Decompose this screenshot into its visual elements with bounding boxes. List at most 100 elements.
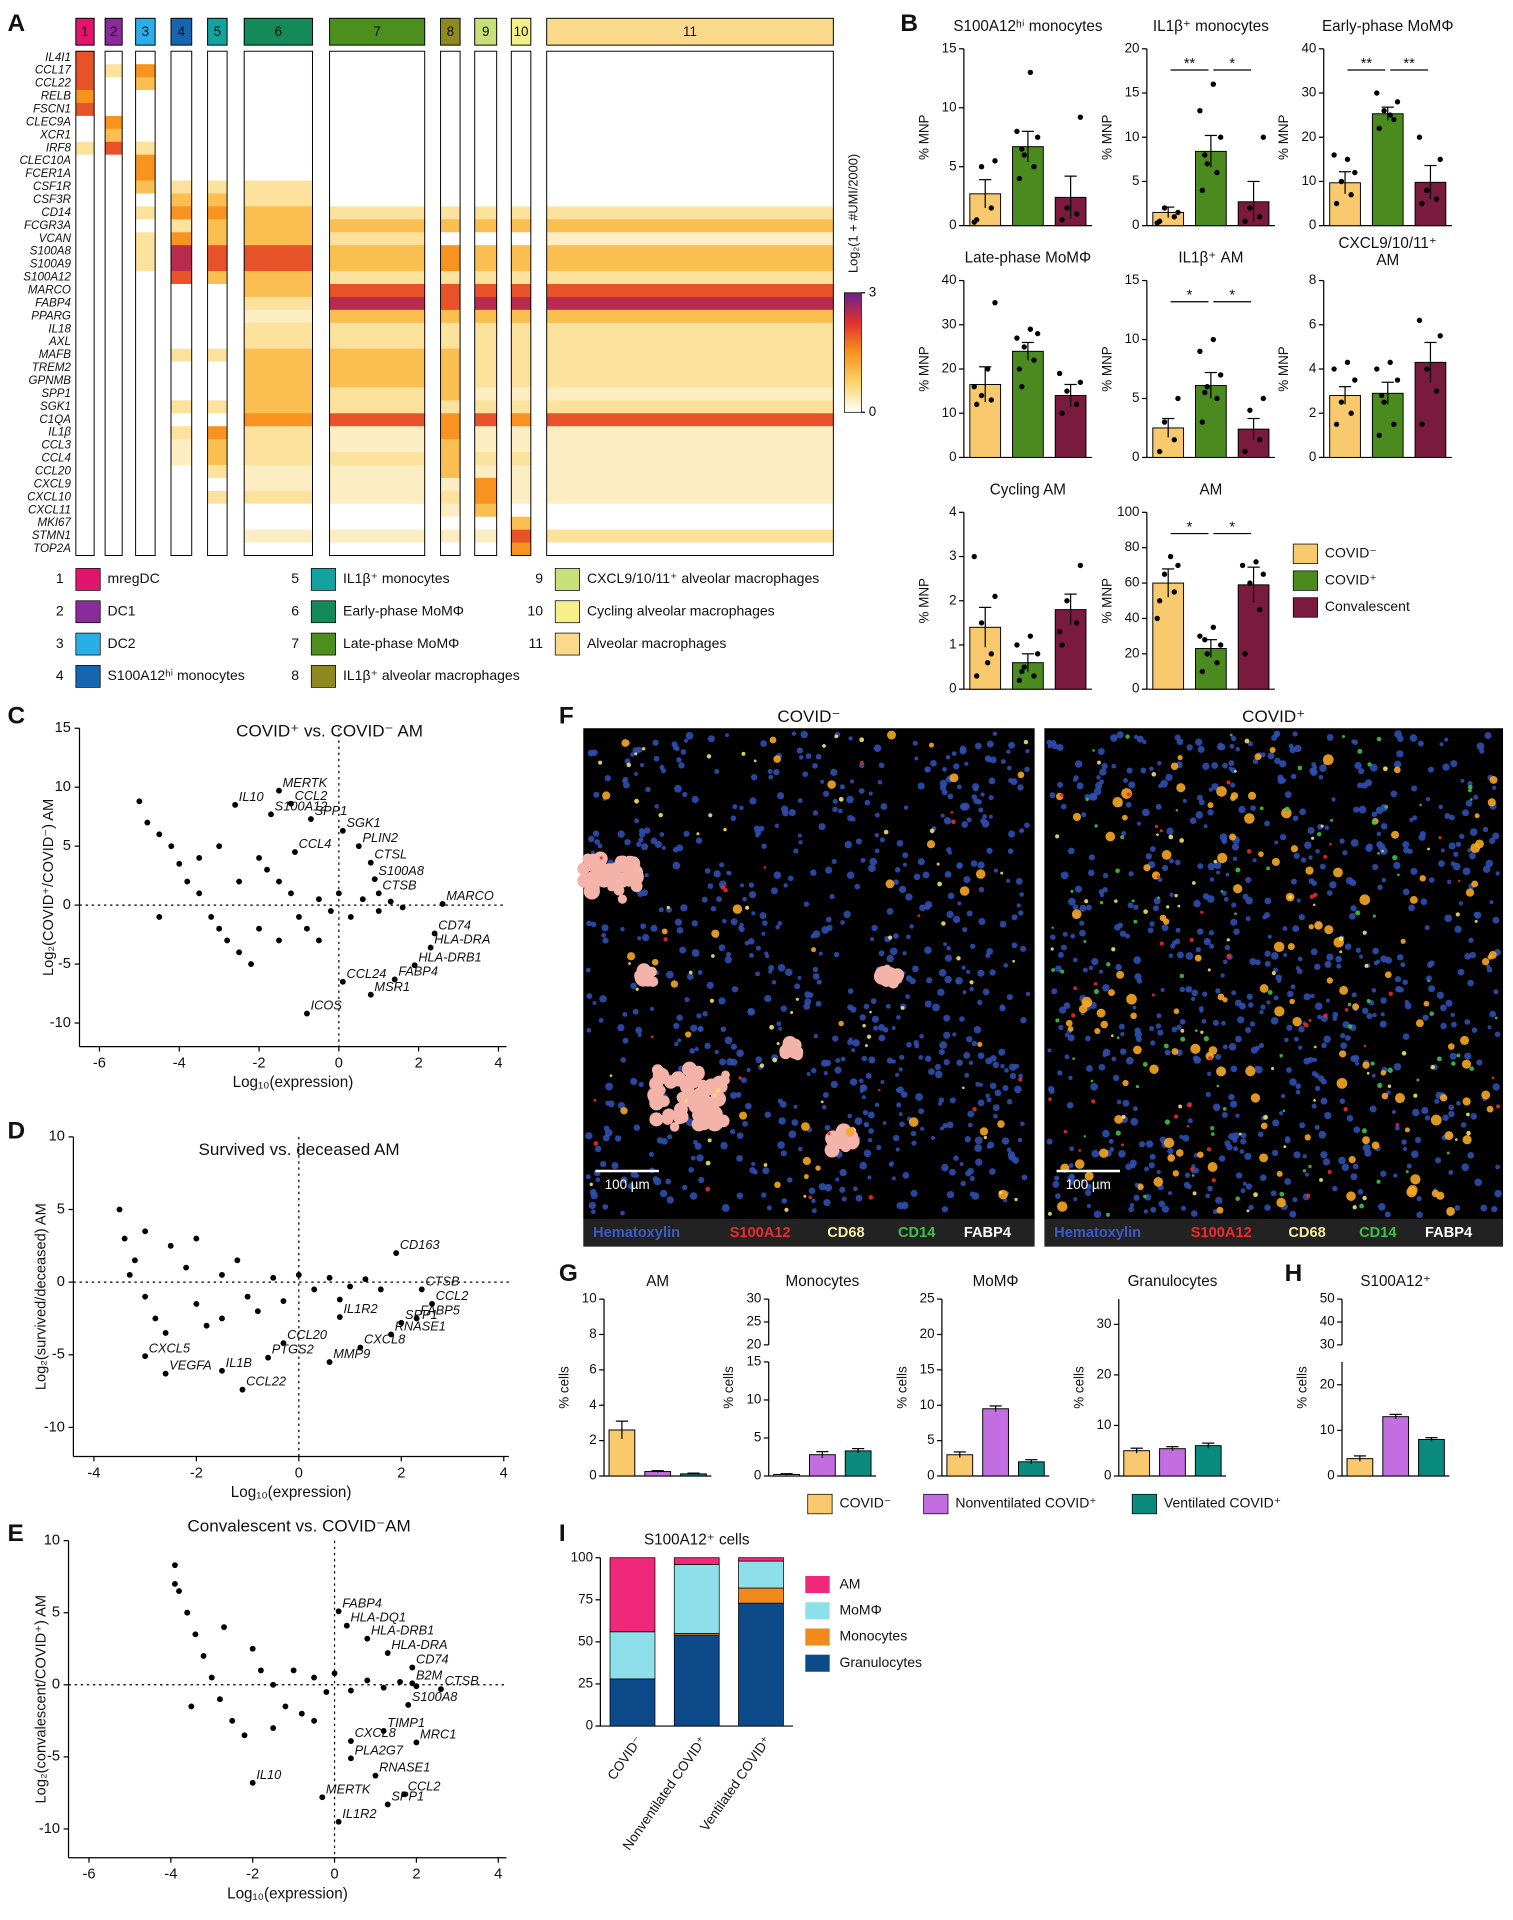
cell: [1074, 760, 1083, 768]
cell: [977, 861, 985, 869]
cell: [1230, 918, 1238, 926]
cell: [944, 954, 952, 962]
data-point: [992, 299, 998, 306]
y-tick-label: 5: [63, 838, 71, 854]
gene-label: CCL4: [41, 453, 71, 465]
data-point: [311, 1674, 318, 1681]
bar-segment: [609, 1678, 656, 1727]
cell: [1218, 743, 1226, 751]
labeled-point: [367, 991, 374, 998]
gene-label: VCAN: [39, 233, 72, 245]
cell: [1160, 987, 1165, 993]
heat-cell: [207, 115, 228, 130]
cell: [768, 774, 774, 780]
cell: [976, 799, 982, 805]
cell: [755, 971, 761, 977]
gene-label: B2M: [416, 1667, 443, 1682]
cell: [865, 1072, 872, 1079]
cell: [1303, 993, 1311, 1001]
cell: [1213, 859, 1218, 864]
y-tick-label: 0: [1104, 1468, 1111, 1483]
heat-cell: [440, 258, 461, 272]
cell: [1064, 1054, 1070, 1060]
cell: [638, 837, 644, 843]
cell: [672, 861, 681, 870]
heat-cell: [440, 219, 461, 233]
labeled-point: [219, 1367, 225, 1374]
cell: [1449, 814, 1455, 821]
heat-cell: [170, 102, 192, 117]
heat-cell: [105, 361, 123, 375]
cell: [714, 768, 720, 774]
cell: [826, 1144, 835, 1153]
cell: [1272, 1149, 1279, 1157]
cell: [1215, 1196, 1223, 1204]
cell: [851, 1048, 856, 1053]
labeled-point: [292, 849, 298, 855]
cell: [1060, 871, 1069, 880]
legend-swatch: [310, 665, 337, 688]
bar: [844, 1450, 872, 1477]
y-tick-label: -5: [52, 1347, 65, 1363]
cell: [1272, 1119, 1280, 1127]
cell: [959, 1161, 964, 1167]
cell: [632, 747, 640, 755]
cell: [802, 1156, 811, 1166]
cell: [1343, 1107, 1348, 1112]
data-point: [1256, 437, 1263, 443]
cell: [1304, 1134, 1311, 1141]
cell: [1176, 738, 1184, 746]
heat-cell: [170, 400, 192, 414]
cell: [1116, 1099, 1122, 1105]
cell: [1132, 1106, 1138, 1112]
cell: [1161, 1205, 1170, 1213]
cluster-header: [510, 17, 532, 46]
cell: [714, 1049, 719, 1055]
data-point: [1077, 379, 1084, 385]
heat-cell: [329, 439, 425, 453]
cell: [1057, 951, 1064, 958]
heat-cell: [75, 490, 95, 505]
cell: [1469, 1066, 1475, 1071]
cell: [685, 1031, 692, 1038]
cell: [1006, 765, 1012, 771]
cell: [604, 774, 611, 782]
cell: [868, 864, 876, 873]
cell: [1248, 791, 1257, 800]
data-point: [1394, 99, 1401, 105]
cell: [1151, 772, 1157, 777]
x-tick-label: -4: [164, 1867, 177, 1883]
cell: [594, 839, 601, 845]
cell: [594, 1145, 602, 1153]
cell: [730, 1092, 738, 1099]
channel-strip: [583, 1219, 1035, 1247]
cell: [1380, 1069, 1387, 1076]
cell: [691, 920, 698, 927]
cell: [802, 771, 809, 778]
heat-cell: [440, 400, 461, 414]
heat-cell: [105, 516, 123, 531]
cell: [1323, 854, 1328, 859]
cell: [906, 1041, 912, 1048]
cell: [1018, 1073, 1023, 1079]
y-tick-label: 40: [1301, 40, 1316, 55]
cell: [1190, 996, 1196, 1002]
heat-cell: [170, 542, 192, 556]
cell: [955, 979, 960, 984]
heat-cell: [244, 271, 313, 285]
cell: [1412, 1108, 1420, 1117]
data-point: [992, 593, 998, 600]
cell: [952, 1032, 957, 1037]
y-tick-label: 20: [1301, 129, 1316, 144]
cell: [1067, 1034, 1075, 1042]
y-tick-label: 10: [920, 1397, 935, 1412]
cell: [1008, 830, 1016, 838]
data-point: [241, 1732, 248, 1739]
cell: [1072, 1057, 1075, 1060]
cell: [1172, 1170, 1180, 1177]
cell: [937, 881, 942, 887]
cell: [1439, 1094, 1448, 1102]
cell: [683, 830, 690, 837]
channel-label: S100A12: [730, 1225, 791, 1241]
cell: [694, 1046, 699, 1052]
